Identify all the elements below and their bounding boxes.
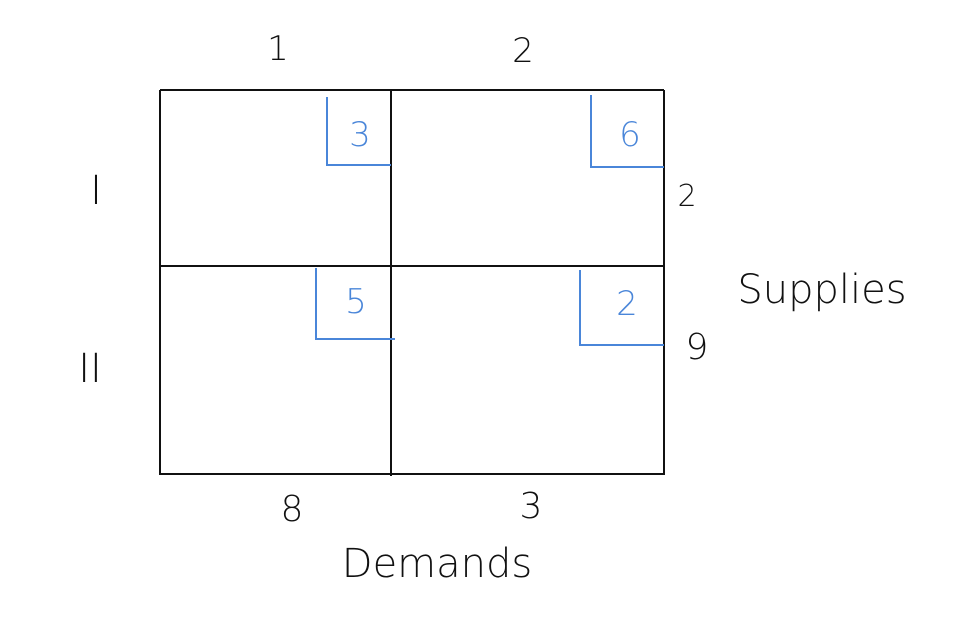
column-header-2: 2 bbox=[512, 31, 534, 71]
cost-value-I-1: 3 bbox=[349, 115, 371, 155]
cost-corner-II-2 bbox=[579, 270, 664, 346]
cost-value-I-2: 6 bbox=[619, 115, 641, 155]
column-header-1: 1 bbox=[267, 29, 289, 69]
demand-value-1: 8 bbox=[281, 489, 304, 530]
supply-value-I: 2 bbox=[677, 179, 696, 214]
cost-corner-I-2 bbox=[590, 95, 664, 168]
cost-corner-I-1 bbox=[326, 97, 391, 166]
cost-value-II-2: 2 bbox=[616, 284, 638, 324]
table-grid bbox=[159, 89, 665, 476]
cost-corner-II-1 bbox=[315, 268, 395, 340]
row-header-II: II bbox=[78, 346, 102, 392]
demand-value-2: 3 bbox=[520, 486, 543, 527]
cost-value-II-1: 5 bbox=[345, 282, 367, 322]
supplies-label: Supplies bbox=[737, 267, 906, 313]
cost-corners bbox=[315, 95, 664, 346]
row-header-I: I bbox=[90, 168, 102, 214]
demands-label: Demands bbox=[342, 541, 532, 587]
supply-value-II: 9 bbox=[686, 327, 709, 368]
